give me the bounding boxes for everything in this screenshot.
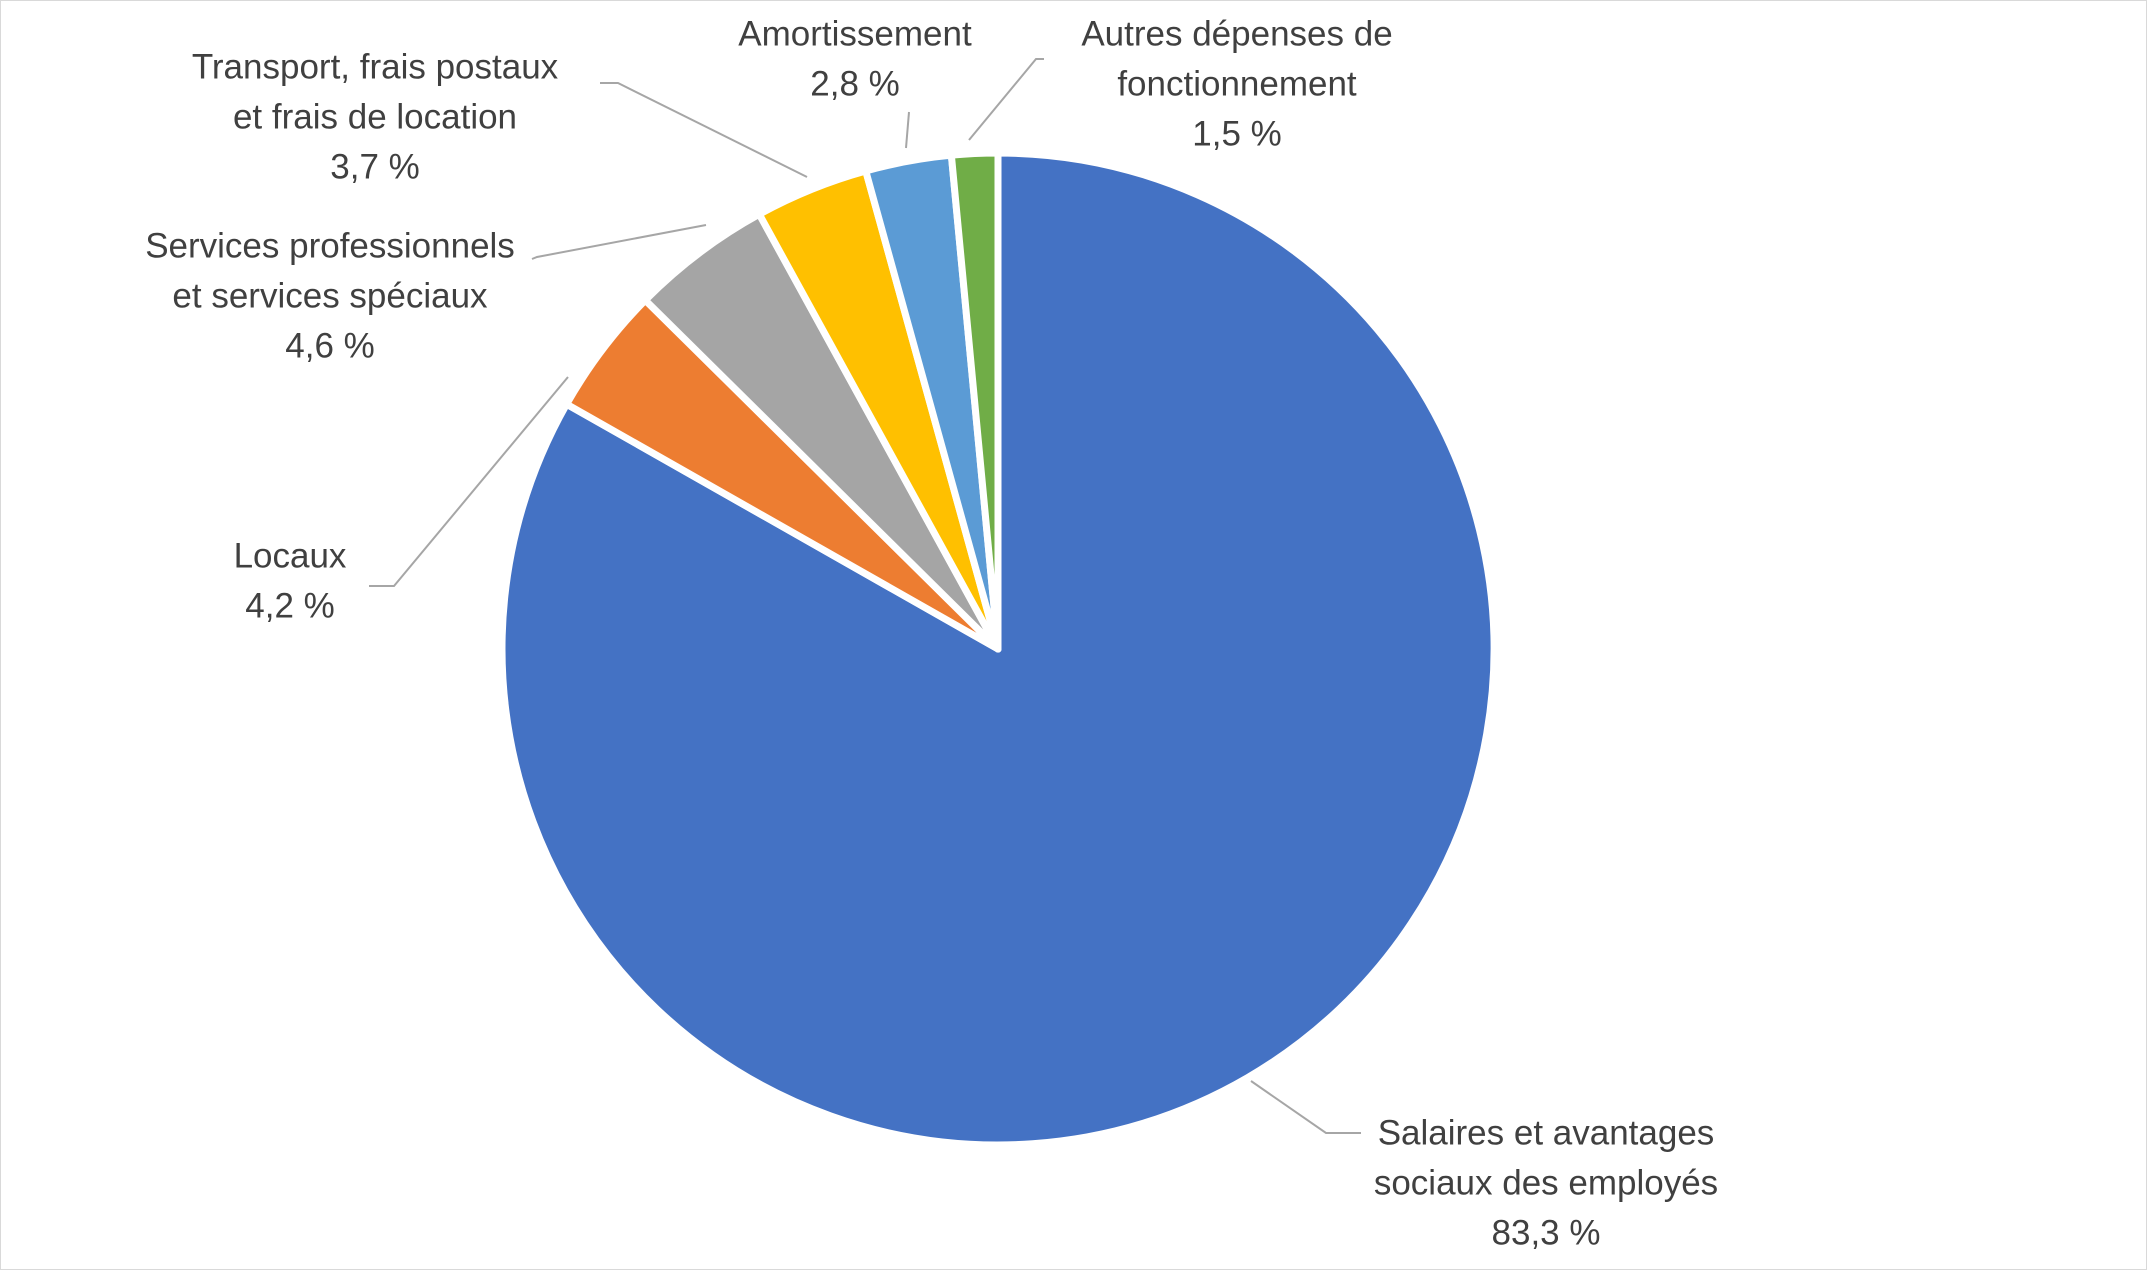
data-label-category-locaux: Locaux (234, 536, 347, 575)
data-label-value-autres-depenses-de-fonctionnement: 1,5 % (1192, 114, 1282, 153)
data-label-value-services-professionnels-et-services-speciaux: 4,6 % (285, 326, 375, 365)
leader-line-services-professionnels-et-services-speciaux (531, 224, 707, 260)
data-label-category-amortissement: Amortissement (738, 14, 972, 53)
data-label-value-salaires-et-avantages-sociaux-des-employes: 83,3 % (1492, 1213, 1601, 1252)
data-label-category-services-professionnels-et-services-speciaux: et services spéciaux (172, 276, 488, 315)
leader-line-autres-depenses-de-fonctionnement (968, 58, 1044, 141)
data-label-value-transport-frais-postaux-et-frais-de-location: 3,7 % (330, 147, 420, 186)
pie-slices (498, 149, 1498, 1149)
data-label-category-transport-frais-postaux-et-frais-de-location: Transport, frais postaux (192, 47, 559, 86)
data-label-category-transport-frais-postaux-et-frais-de-location: et frais de location (233, 97, 517, 136)
data-labels: Salaires et avantages sociaux des employé… (145, 14, 1718, 1252)
leader-line-amortissement (905, 111, 910, 149)
leader-line-locaux (369, 376, 569, 587)
pie-slice-autres-depenses-de-fonctionnement (947, 149, 1002, 653)
data-label-category-salaires-et-avantages-sociaux-des-employes: Salaires et avantages (1378, 1113, 1715, 1152)
leader-line-salaires-et-avantages-sociaux-des-employes (1250, 1080, 1361, 1134)
data-label-value-amortissement: 2,8 % (810, 64, 900, 103)
leader-line-transport-frais-postaux-et-frais-de-location (600, 82, 808, 178)
data-label-category-autres-depenses-de-fonctionnement: Autres dépenses de (1081, 14, 1392, 53)
data-label-category-salaires-et-avantages-sociaux-des-employes: sociaux des employés (1374, 1163, 1718, 1202)
leader-lines (369, 58, 1361, 1134)
data-label-category-services-professionnels-et-services-speciaux: Services professionnels (145, 226, 515, 265)
data-label-category-autres-depenses-de-fonctionnement: fonctionnement (1117, 64, 1357, 103)
data-label-value-locaux: 4,2 % (245, 586, 335, 625)
